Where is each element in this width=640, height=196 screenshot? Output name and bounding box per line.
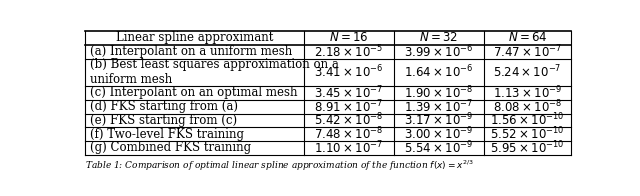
Text: $5.42 \times 10^{-8}$: $5.42 \times 10^{-8}$ <box>314 112 383 129</box>
Text: $5.24 \times 10^{-7}$: $5.24 \times 10^{-7}$ <box>493 64 561 81</box>
Text: $7.47 \times 10^{-7}$: $7.47 \times 10^{-7}$ <box>493 43 562 60</box>
Text: $3.99 \times 10^{-6}$: $3.99 \times 10^{-6}$ <box>404 43 473 60</box>
Text: $8.91 \times 10^{-7}$: $8.91 \times 10^{-7}$ <box>314 98 383 115</box>
Text: (b) Best least squares approximation on a
uniform mesh: (b) Best least squares approximation on … <box>90 58 339 86</box>
Text: $3.17 \times 10^{-9}$: $3.17 \times 10^{-9}$ <box>404 112 473 129</box>
Text: $3.41 \times 10^{-6}$: $3.41 \times 10^{-6}$ <box>314 64 383 81</box>
Text: $5.52\times10^{-10}$: $5.52\times10^{-10}$ <box>490 126 564 142</box>
Text: Linear spline approximant: Linear spline approximant <box>116 31 273 44</box>
Text: $1.64 \times 10^{-6}$: $1.64 \times 10^{-6}$ <box>404 64 473 81</box>
Text: $7.48 \times 10^{-8}$: $7.48 \times 10^{-8}$ <box>314 126 383 142</box>
Text: $N = 16$: $N = 16$ <box>329 31 369 44</box>
Text: (c) Interpolant on an optimal mesh: (c) Interpolant on an optimal mesh <box>90 86 298 99</box>
Text: $1.90 \times 10^{-8}$: $1.90 \times 10^{-8}$ <box>404 85 473 101</box>
Text: $1.39 \times 10^{-7}$: $1.39 \times 10^{-7}$ <box>404 98 473 115</box>
Text: $8.08 \times 10^{-8}$: $8.08 \times 10^{-8}$ <box>493 98 562 115</box>
Text: $1.56\times10^{-10}$: $1.56\times10^{-10}$ <box>490 112 564 129</box>
Text: (e) FKS starting from (c): (e) FKS starting from (c) <box>90 114 237 127</box>
Text: $2.18 \times 10^{-5}$: $2.18 \times 10^{-5}$ <box>314 43 383 60</box>
Text: $5.95\times10^{-10}$: $5.95\times10^{-10}$ <box>490 140 564 156</box>
Text: (g) Combined FKS training: (g) Combined FKS training <box>90 142 251 154</box>
Text: $3.45 \times 10^{-7}$: $3.45 \times 10^{-7}$ <box>314 85 383 101</box>
Text: Table 1: Comparison of optimal linear spline approximation of the function $f(x): Table 1: Comparison of optimal linear sp… <box>85 158 474 173</box>
Text: $N = 64$: $N = 64$ <box>508 31 547 44</box>
Text: $3.00 \times 10^{-9}$: $3.00 \times 10^{-9}$ <box>404 126 473 142</box>
Text: $N = 32$: $N = 32$ <box>419 31 458 44</box>
Text: $1.10 \times 10^{-7}$: $1.10 \times 10^{-7}$ <box>314 140 383 156</box>
Text: (d) FKS starting from (a): (d) FKS starting from (a) <box>90 100 238 113</box>
Text: (f) Two-level FKS training: (f) Two-level FKS training <box>90 128 244 141</box>
Text: (a) Interpolant on a uniform mesh: (a) Interpolant on a uniform mesh <box>90 45 292 58</box>
Text: $1.13 \times 10^{-9}$: $1.13 \times 10^{-9}$ <box>493 85 562 101</box>
Text: $5.54 \times 10^{-9}$: $5.54 \times 10^{-9}$ <box>404 140 473 156</box>
